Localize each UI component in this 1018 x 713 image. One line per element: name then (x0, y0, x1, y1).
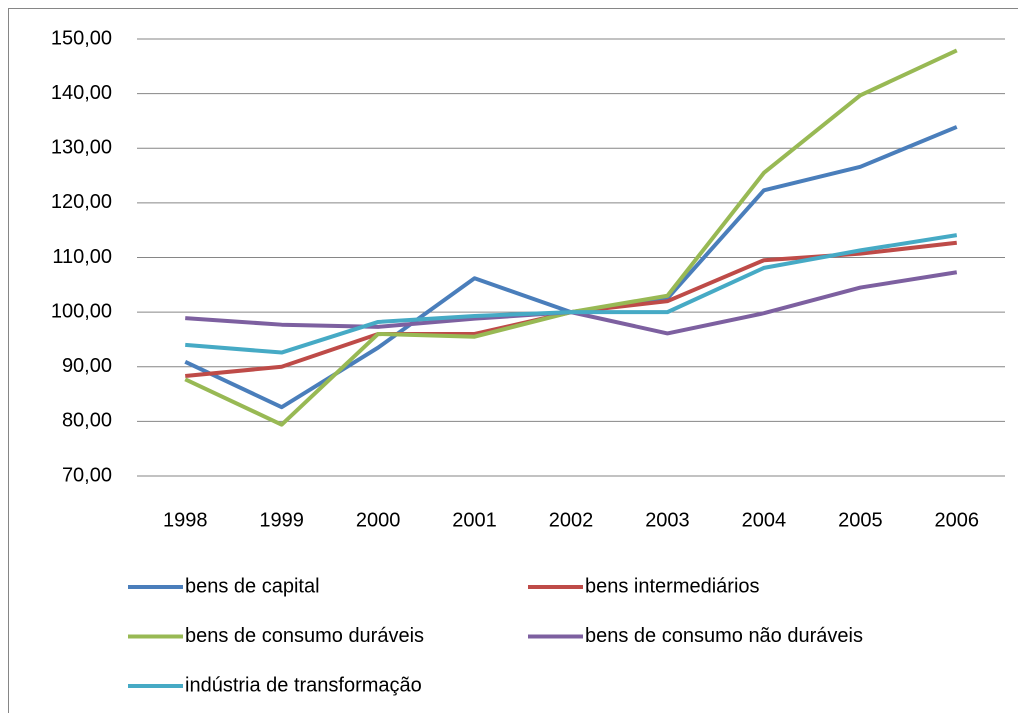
x-tick-label: 2003 (645, 509, 690, 531)
legend-label: bens de consumo não duráveis (585, 625, 863, 647)
y-tick-label: 80,00 (62, 410, 112, 432)
series-line (184, 125, 958, 410)
x-tick-label: 2005 (838, 509, 883, 531)
y-tick-label: 110,00 (52, 246, 112, 268)
x-tick-label: 1999 (259, 509, 304, 531)
series-line (185, 233, 958, 355)
y-tick-label: 90,00 (62, 355, 112, 377)
legend-label: bens intermediários (585, 575, 760, 597)
chart-border (8, 8, 1018, 713)
x-tick-label: 2006 (935, 509, 980, 531)
y-tick-label: 130,00 (51, 137, 112, 159)
series-line (185, 270, 958, 336)
x-tick-label: 2000 (356, 509, 401, 531)
x-tick-label: 2004 (742, 509, 787, 531)
legend-label: indústria de transformação (185, 674, 422, 696)
x-tick-label: 2002 (549, 509, 594, 531)
legend-label: bens de capital (185, 575, 320, 597)
series-line (185, 240, 958, 379)
y-tick-label: 140,00 (51, 82, 112, 104)
y-tick-label: 120,00 (51, 191, 112, 213)
legend-label: bens de consumo duráveis (185, 625, 424, 647)
x-tick-label: 1998 (163, 509, 208, 531)
y-tick-label: 150,00 (51, 27, 112, 49)
series-line (184, 48, 958, 427)
y-tick-label: 70,00 (62, 464, 112, 486)
x-tick-label: 2001 (452, 509, 497, 531)
y-tick-label: 100,00 (51, 300, 112, 322)
